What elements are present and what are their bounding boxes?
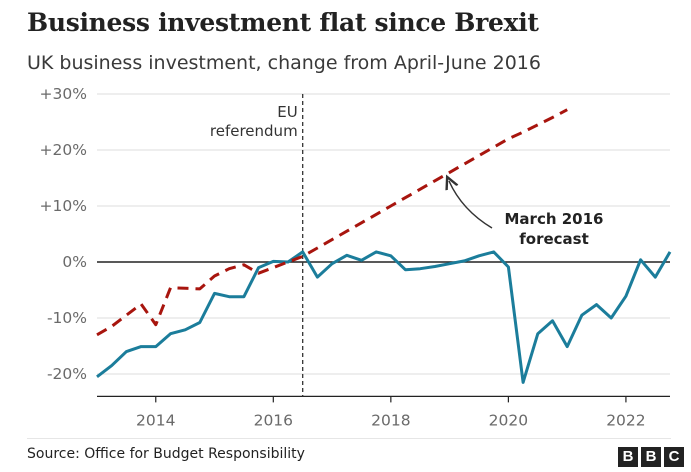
logo-letter-c: C bbox=[664, 447, 684, 467]
forecast-annotation: March 2016 forecast bbox=[449, 181, 604, 248]
footer-divider bbox=[27, 438, 671, 439]
referendum-annotation-line1: EU bbox=[277, 103, 297, 121]
y-tick-label: +30% bbox=[40, 85, 87, 103]
y-tick-label: 0% bbox=[62, 253, 87, 271]
source-note: Source: Office for Budget Responsibility bbox=[27, 446, 305, 462]
x-tick-label: 2016 bbox=[254, 411, 293, 429]
series-lines bbox=[96, 108, 672, 384]
chart-title: Business investment flat since Brexit bbox=[27, 8, 539, 37]
referendum-annotation-line2: referendum bbox=[210, 122, 298, 140]
line-chart: +30%+20%+10%0%-10%-20% 2014 2016 2018 2020 2… bbox=[40, 85, 672, 429]
y-axis-ticks: +30% +20% +10% 0% -10% -20% bbox=[40, 85, 87, 383]
actual-series-line bbox=[96, 250, 672, 384]
bbc-logo: B B C bbox=[618, 447, 684, 467]
x-tick-label: 2022 bbox=[606, 411, 645, 429]
forecast-series-line bbox=[96, 108, 568, 337]
referendum-annotation: EU referendum bbox=[210, 103, 298, 140]
x-tick-label: 2014 bbox=[136, 411, 175, 429]
gridlines bbox=[97, 93, 670, 397]
y-tick-label: -10% bbox=[47, 309, 87, 327]
x-tick-label: 2020 bbox=[489, 411, 528, 429]
forecast-arrow bbox=[449, 181, 493, 229]
forecast-annotation-line1: March 2016 bbox=[505, 210, 604, 228]
y-tick-label: +20% bbox=[40, 141, 87, 159]
chart-subtitle: UK business investment, change from Apri… bbox=[27, 52, 541, 74]
logo-letter-b1: B bbox=[618, 447, 638, 467]
forecast-annotation-line2: forecast bbox=[519, 230, 589, 248]
y-tick-label: +10% bbox=[40, 197, 87, 215]
x-tick-label: 2018 bbox=[371, 411, 410, 429]
logo-letter-b2: B bbox=[641, 447, 661, 467]
y-tick-label: -20% bbox=[47, 365, 87, 383]
x-axis-ticks: 2014 2016 2018 2020 2022 bbox=[136, 396, 646, 429]
